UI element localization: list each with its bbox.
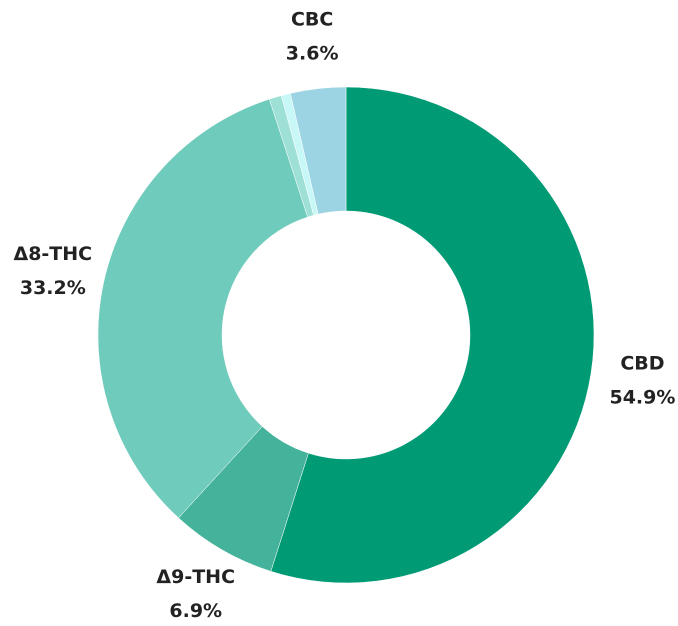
slice-label: CBD xyxy=(620,352,664,374)
slice xyxy=(97,98,308,519)
value-label: 33.2% xyxy=(20,277,86,299)
slice-label: Δ8-THC xyxy=(14,243,93,265)
slice-label: CBC xyxy=(291,8,333,30)
slice-label: Δ9-THC xyxy=(156,566,235,588)
value-label: 6.9% xyxy=(169,600,222,622)
slice xyxy=(270,86,595,584)
slice xyxy=(290,86,347,215)
value-label: 3.6% xyxy=(286,42,339,64)
value-label: 54.9% xyxy=(609,386,675,408)
